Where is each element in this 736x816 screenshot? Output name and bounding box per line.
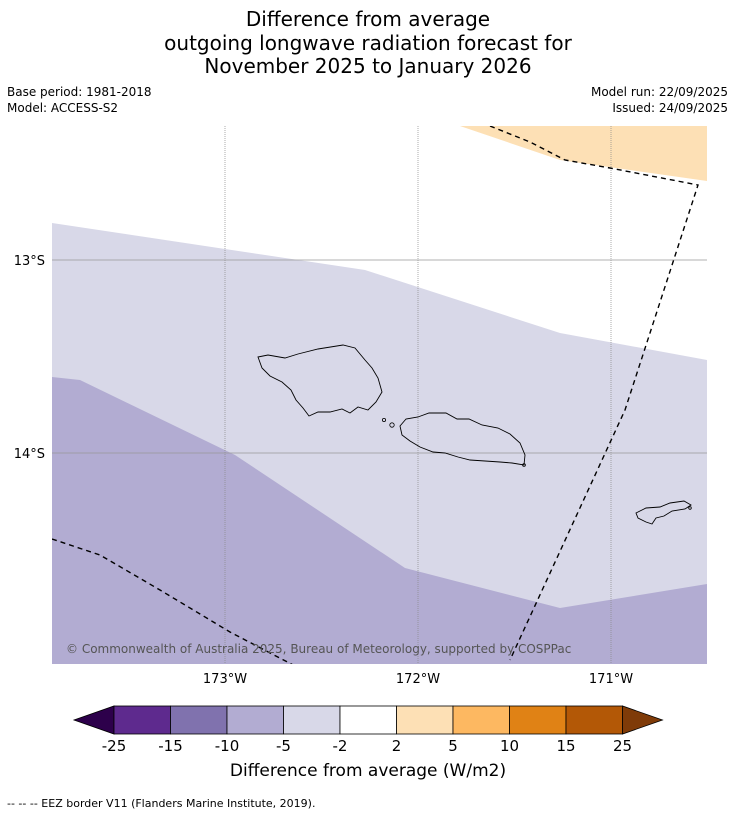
lon-label-173w: 173°W — [203, 672, 247, 687]
apolima-islet — [381, 417, 386, 422]
colorbar-box — [396, 705, 454, 735]
colorbar-boxes — [72, 705, 664, 735]
base-period: Base period: 1981-2018 — [7, 85, 152, 99]
colorbar-box — [339, 705, 397, 735]
colorbar-extend-low — [72, 705, 115, 735]
lat-label-13s: 13°S — [14, 254, 45, 269]
meta-right: Model run: 22/09/2025 Issued: 24/09/2025 — [591, 84, 728, 116]
colorbar-box — [226, 705, 284, 735]
title-line-3: November 2025 to January 2026 — [204, 54, 532, 78]
colorbar-box — [113, 705, 171, 735]
nuutele-islet — [522, 463, 526, 467]
issued-date: Issued: 24/09/2025 — [612, 101, 728, 115]
colorbar-extend-high — [622, 705, 664, 735]
meta-left: Base period: 1981-2018 Model: ACCESS-S2 — [7, 84, 152, 116]
colorbar-tick-label: 2 — [392, 737, 402, 755]
colorbar-tick-label: -5 — [276, 737, 291, 755]
colorbar-tick-label: 5 — [448, 737, 458, 755]
colorbar-tick-label: -15 — [158, 737, 183, 755]
eez-border-west — [52, 538, 293, 664]
title-line-2: outgoing longwave radiation forecast for — [164, 30, 572, 55]
colorbar-box — [509, 705, 567, 735]
colorbar-title: Difference from average (W/m2) — [229, 761, 507, 781]
colorbar-tick-label: 25 — [613, 737, 632, 755]
lon-label-171w: 171°W — [589, 672, 633, 687]
chart-title: Difference from average outgoing longwav… — [0, 7, 736, 79]
colorbar: -25 -15 -10 -5 -2 2 5 10 15 25 — [72, 705, 664, 755]
upolu-island — [399, 412, 526, 466]
colorbar-box — [170, 705, 228, 735]
lon-label-172w: 172°W — [396, 672, 440, 687]
map: © Commonwealth of Australia 2025, Bureau… — [14, 126, 707, 687]
colorbar-tick-label: 10 — [500, 737, 519, 755]
colorbar-tick-label: -2 — [333, 737, 348, 755]
model-name: Model: ACCESS-S2 — [7, 101, 119, 115]
colorbar-tick-label: 15 — [556, 737, 575, 755]
colorbar-box — [565, 705, 623, 735]
colorbar-box — [452, 705, 510, 735]
colorbar-ticks: -25 -15 -10 -5 -2 2 5 10 15 25 — [102, 737, 632, 755]
copyright-text: © Commonwealth of Australia 2025, Bureau… — [66, 642, 571, 656]
colorbar-tick-label: -25 — [102, 737, 127, 755]
colorbar-tick-label: -10 — [215, 737, 240, 755]
aunuu-islet — [688, 506, 692, 510]
tutuila-island — [635, 500, 692, 525]
eez-border-east — [489, 126, 699, 661]
eez-legend: -- -- -- EEZ border V11 (Flanders Marine… — [7, 797, 316, 810]
colorbar-box — [283, 705, 341, 735]
savaii-island — [257, 344, 383, 417]
model-run: Model run: 22/09/2025 — [590, 85, 728, 99]
manono-islet — [389, 422, 395, 428]
anomaly-band-neg10-neg5 — [52, 377, 707, 664]
lat-label-14s: 14°S — [14, 447, 45, 462]
title-line-1: Difference from average — [245, 7, 491, 31]
anomaly-band-2-5 — [460, 126, 707, 181]
